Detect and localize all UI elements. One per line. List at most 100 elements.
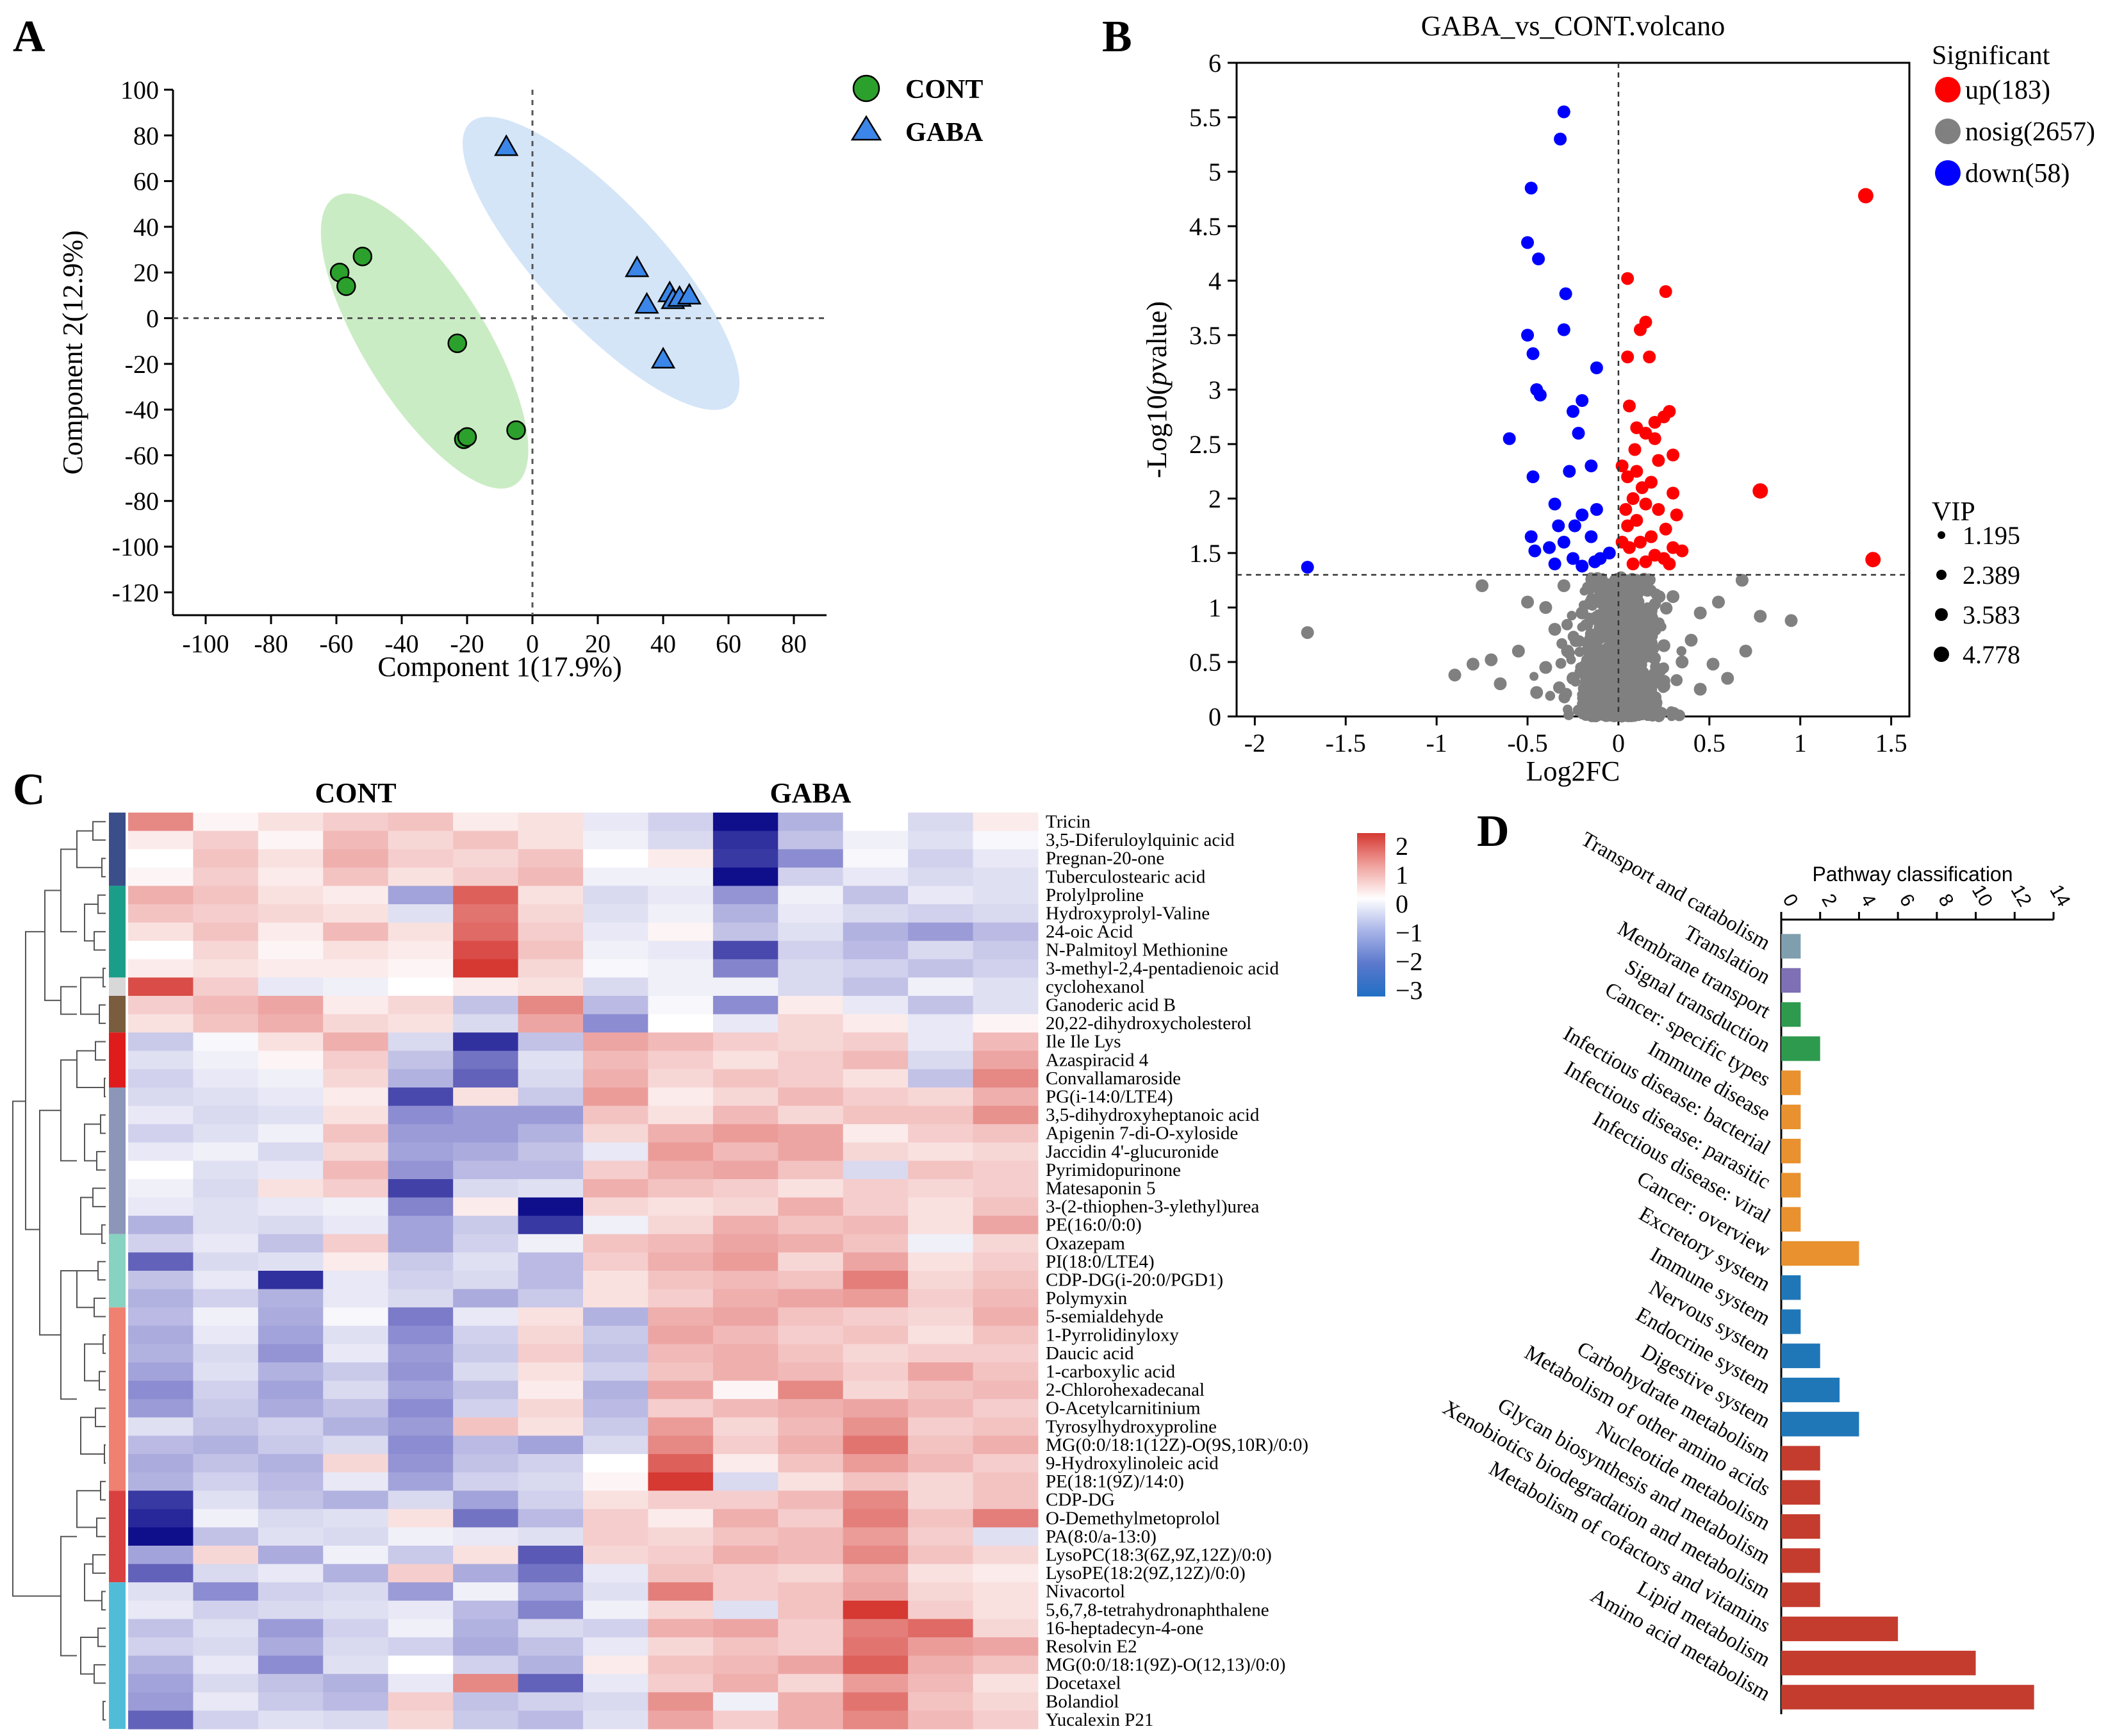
vip-marker	[1934, 647, 1949, 662]
heatmap-cell	[518, 867, 584, 886]
heatmap-cell	[388, 1014, 454, 1033]
heatmap-cell	[843, 813, 909, 832]
dendrogram-branch	[80, 1196, 102, 1235]
heatmap-cell	[518, 1050, 584, 1070]
down-point	[1576, 559, 1589, 573]
nosig-point	[1476, 579, 1489, 592]
heatmap-cell	[648, 1380, 714, 1400]
heatmap-cell	[583, 977, 648, 996]
dendrogram-branch	[60, 986, 77, 1015]
heatmap-cell	[712, 1179, 778, 1198]
heatmap-cell	[843, 1491, 909, 1510]
heatmap-cell	[908, 977, 974, 996]
heatmap-cell	[193, 1087, 259, 1107]
y-tick-label: -60	[125, 441, 159, 470]
colorbar	[1357, 833, 1385, 996]
heatmap-cell	[973, 1472, 1039, 1491]
nosig-point	[1511, 645, 1525, 657]
heatmap-cell	[778, 959, 844, 978]
heatmap-cell	[583, 996, 648, 1015]
nosig-point	[1529, 672, 1539, 681]
heatmap-cell	[453, 1179, 519, 1198]
heatmap-cell	[128, 1216, 194, 1235]
nosig-point	[1608, 636, 1622, 649]
heatmap-cell	[453, 1032, 519, 1052]
heatmap-cell	[323, 1435, 389, 1455]
heatmap-cell	[193, 1325, 259, 1344]
heatmap-cell	[258, 1069, 324, 1088]
heatmap-cell	[583, 1307, 648, 1327]
heatmap-cell	[778, 1509, 844, 1528]
heatmap-cell	[778, 1582, 844, 1601]
bar	[1781, 968, 1801, 993]
heatmap-cell	[518, 1491, 584, 1510]
heatmap-cell	[843, 1289, 909, 1308]
heatmap-cell	[128, 1655, 194, 1674]
heatmap-cell	[518, 1435, 584, 1455]
heatmap-cell	[712, 1032, 778, 1052]
heatmap-cell	[258, 1491, 324, 1510]
up-point	[1626, 492, 1640, 505]
heatmap-cell	[193, 1216, 259, 1235]
heatmap-cell	[778, 1161, 844, 1180]
up-point	[1639, 555, 1652, 568]
bar	[1781, 1412, 1859, 1437]
heatmap-cell	[453, 1417, 519, 1436]
down-point	[1554, 133, 1567, 145]
row-label: Oxazepam	[1046, 1233, 1125, 1253]
heatmap-cell	[323, 1325, 389, 1344]
heatmap-cell	[453, 1325, 519, 1344]
x-tick-label: -2	[1244, 729, 1265, 757]
heatmap-cell	[973, 1509, 1039, 1528]
heatmap-cell	[648, 1637, 714, 1657]
heatmap-cell	[712, 1491, 778, 1510]
nosig-point	[1611, 573, 1623, 584]
heatmap-cell	[908, 849, 974, 868]
heatmap-cell	[648, 996, 714, 1015]
heatmap-cell	[128, 959, 194, 978]
row-label: PE(18:1(9Z)/14:0)	[1046, 1471, 1184, 1492]
heatmap-cell	[712, 977, 778, 996]
heatmap-cell	[388, 1362, 454, 1382]
heatmap-cell	[323, 1637, 389, 1657]
heatmap-cell	[453, 1582, 519, 1601]
heatmap-cell	[258, 1142, 324, 1161]
heatmap-cell	[258, 849, 324, 868]
heatmap-cell	[323, 1509, 389, 1528]
heatmap-cell	[323, 1564, 389, 1583]
heatmap-cell	[973, 1050, 1039, 1070]
heatmap-cell	[973, 1289, 1039, 1308]
nosig-point	[1607, 619, 1617, 629]
x-tick-label: -60	[319, 629, 353, 658]
heatmap-cell	[193, 1161, 259, 1180]
heatmap-cell	[712, 867, 778, 886]
heatmap-cell	[388, 1124, 454, 1143]
heatmap-cell	[712, 1710, 778, 1730]
heatmap-cell	[973, 1600, 1039, 1619]
heatmap-cell	[648, 1399, 714, 1418]
heatmap-cell	[258, 1124, 324, 1143]
bar	[1781, 1685, 2034, 1710]
heatmap-cell	[712, 1344, 778, 1363]
row-label: O-Demethylmetoprolol	[1046, 1508, 1220, 1528]
cont-point	[447, 333, 467, 353]
row-label: 24-oic Acid	[1046, 922, 1133, 942]
heatmap-cell	[388, 1325, 454, 1344]
heatmap-cell	[518, 922, 584, 941]
heatmap-cell	[908, 1216, 974, 1235]
heatmap-cell	[453, 1564, 519, 1583]
legend-marker	[1935, 77, 1961, 103]
heatmap-cell	[973, 886, 1039, 905]
nosig-point	[1585, 693, 1598, 707]
heatmap-cell	[518, 941, 584, 960]
nosig-point	[1548, 623, 1561, 636]
heatmap-cell	[258, 977, 324, 996]
row-label: 2-Chlorohexadecanal	[1046, 1380, 1205, 1400]
down-point	[1557, 536, 1570, 549]
heatmap-cell	[583, 1527, 648, 1546]
heatmap-cell	[712, 1674, 778, 1693]
nosig-point	[1611, 673, 1621, 684]
heatmap-cell	[583, 867, 648, 886]
